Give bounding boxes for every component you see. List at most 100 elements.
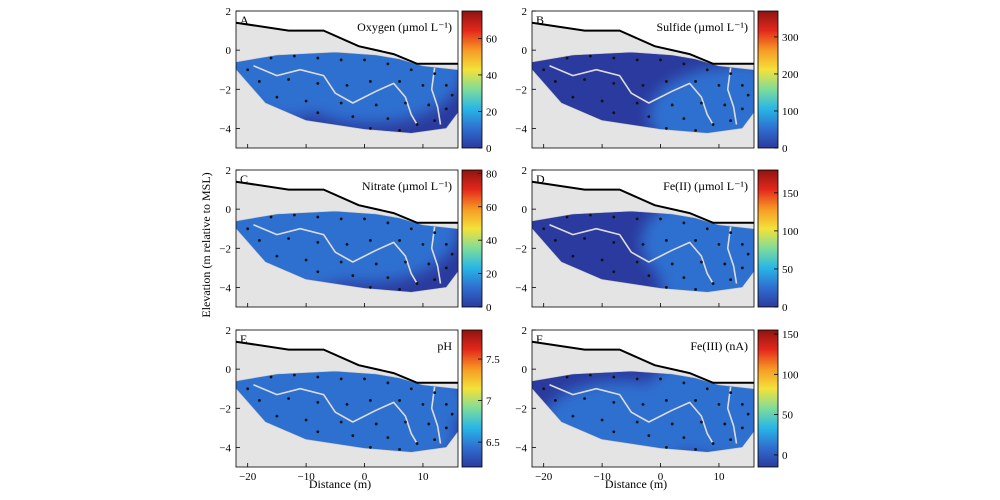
sample-point (746, 412, 750, 416)
sample-point (444, 426, 448, 430)
contour-line (726, 226, 738, 284)
sample-point (415, 442, 419, 445)
panel-letter: D (536, 172, 545, 186)
y-tick-label: −4 (219, 282, 231, 294)
sample-point (427, 262, 431, 266)
sample-point (293, 373, 296, 377)
panel-letter: F (536, 332, 543, 346)
colorbar (757, 169, 779, 308)
sample-point (427, 422, 431, 426)
sample-point (316, 241, 320, 244)
sample-point (339, 377, 343, 381)
sample-point (398, 80, 401, 83)
sample-point (269, 215, 273, 219)
sample-point (293, 213, 296, 217)
sample-point (275, 254, 279, 258)
y-tick-label: −4 (515, 123, 527, 135)
contour-line (430, 67, 442, 125)
sample-point (386, 62, 390, 66)
sample-point (287, 237, 290, 240)
sample-point (600, 418, 604, 422)
sample-point (269, 375, 273, 379)
y-tick-label: 0 (226, 45, 232, 57)
y-tick-label: −4 (219, 123, 231, 135)
contour-line (253, 384, 418, 444)
plot-frame (235, 329, 459, 468)
y-tick-label: 0 (226, 364, 232, 376)
sample-point (316, 430, 320, 434)
sample-point (600, 99, 604, 103)
above-ground-area (236, 11, 458, 64)
sample-point (351, 274, 355, 278)
sample-point (694, 239, 697, 242)
colorbar (461, 329, 483, 468)
sample-point (433, 72, 437, 76)
sample-point (363, 377, 366, 381)
sample-point (641, 83, 645, 87)
colorbar-tick-label: 50 (782, 264, 794, 276)
contour-line (253, 224, 418, 284)
sample-point (386, 436, 390, 440)
panel-title: Fe(II) (µmol L⁻¹) (663, 179, 748, 193)
sample-point (351, 434, 355, 438)
x-tick-label: −20 (239, 471, 257, 483)
sample-point (612, 56, 616, 60)
colorbar-tick-label: 100 (782, 226, 799, 238)
colorbar-tick-label: 7.5 (486, 354, 500, 366)
sample-point (415, 123, 419, 126)
panel-title: Nitrate (µmol L⁻¹) (362, 179, 452, 193)
sample-point (386, 381, 390, 385)
above-ground-area (236, 330, 458, 383)
sample-point (433, 278, 437, 281)
sample-point (682, 117, 686, 121)
sample-point (583, 397, 586, 400)
y-tick-label: −2 (515, 84, 527, 96)
sample-point (740, 402, 744, 406)
colorbar-tick-label: 40 (486, 235, 498, 247)
contour-line (430, 226, 442, 284)
sample-point (664, 286, 668, 289)
sample-point (612, 111, 616, 115)
sample-point (287, 397, 290, 400)
sample-point (635, 101, 639, 105)
y-tick-label: 0 (522, 204, 528, 216)
x-axis-label-left: Distance (m) (309, 477, 371, 491)
sample-point (682, 381, 686, 385)
plot-frame (531, 10, 755, 149)
sample-point (275, 95, 279, 99)
sample-point (374, 422, 378, 426)
panel-e: −4−202−20 −10 0 10E pH6.577.5 (219, 325, 500, 483)
colorbar-tick-label: 100 (782, 369, 799, 381)
plume-heatmap (532, 52, 754, 134)
hotspot (353, 403, 458, 453)
panel-title: Sulfide (µmol L⁻¹) (657, 20, 749, 34)
sample-point (351, 115, 355, 119)
sample-point (729, 72, 733, 76)
panel-a: −4 −2 0 2A Oxygen (µmol L⁻¹) 0 20 40 60 (219, 6, 498, 155)
sample-point (565, 215, 569, 219)
y-tick-label: 2 (522, 325, 528, 337)
panel-letter: A (240, 13, 249, 27)
sample-point (269, 56, 273, 60)
sample-point (565, 375, 569, 379)
sample-point (647, 434, 651, 438)
sample-point (705, 68, 709, 72)
sample-point (635, 217, 639, 221)
sample-point (664, 239, 668, 242)
colorbar-tick-label: 60 (486, 202, 498, 214)
sample-point (589, 373, 592, 377)
colorbar-tick-label: 60 (486, 33, 498, 45)
sample-point (386, 221, 390, 225)
sample-point (363, 217, 366, 221)
sample-point (368, 446, 372, 449)
colorbar (461, 169, 483, 308)
sample-point (711, 442, 715, 445)
sample-point (316, 375, 320, 379)
y-tick-label: 2 (522, 165, 528, 177)
sample-point (659, 58, 662, 62)
panel-d: −4 −2 0 2D Fe(II) (µmol L⁻¹) 0 50 100 150 (515, 165, 799, 314)
y-tick-label: 0 (522, 45, 528, 57)
y-tick-label: −4 (219, 442, 231, 454)
